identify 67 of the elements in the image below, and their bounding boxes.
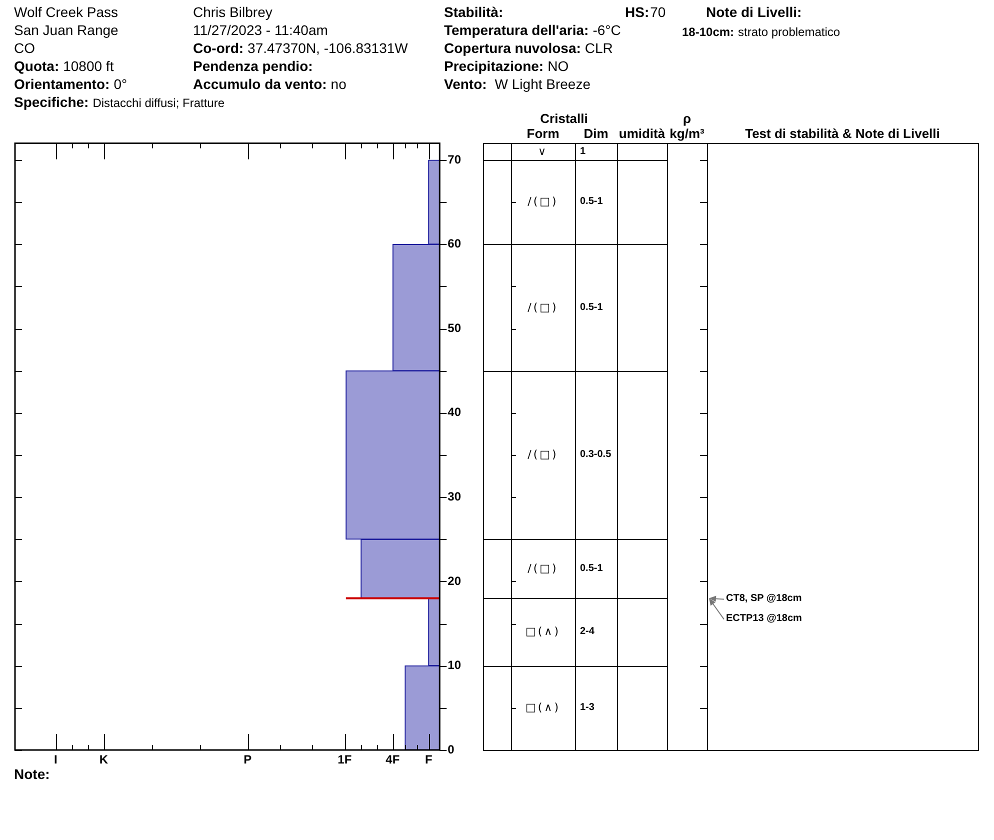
text: ρ kg/m³	[668, 111, 706, 142]
text: Quota:	[14, 58, 60, 74]
text: 4F	[386, 752, 400, 766]
text: Wolf Creek Pass	[14, 4, 118, 20]
text: Precipitazione:	[444, 58, 544, 74]
y-tick-label: 20	[448, 574, 462, 588]
text: Test di stabilità & Note di Livelli	[744, 126, 941, 142]
text: strato problematico	[738, 25, 840, 39]
y-tick-label: 0	[448, 742, 455, 756]
y-tick-label: 40	[448, 405, 462, 420]
y-tick-label: 30	[448, 489, 462, 504]
text: 18-10cm:	[682, 25, 734, 39]
text: W Light Breeze	[494, 76, 590, 92]
y-tick-label: 60	[448, 236, 462, 251]
text: -6°C	[592, 22, 621, 38]
text: ∕(□)	[526, 300, 560, 315]
text: K	[99, 752, 108, 766]
text: 0.3-0.5	[580, 448, 612, 462]
text: Note:	[14, 766, 50, 782]
text: Specifiche:	[14, 94, 89, 110]
text: Cristalli	[539, 111, 589, 126]
text: Form	[526, 126, 560, 142]
text: ∨	[536, 144, 550, 159]
text: F	[424, 752, 432, 766]
text: □(∧)	[524, 625, 562, 639]
text: Dim	[582, 126, 610, 142]
text: 0.5-1	[580, 562, 603, 576]
text: CO	[14, 40, 35, 56]
text: NO	[548, 58, 569, 74]
text: Pendenza pendio:	[193, 58, 313, 74]
text: I	[54, 752, 58, 766]
text: 10800 ft	[63, 58, 114, 74]
text: P	[244, 752, 252, 766]
text: Stabilità:	[444, 4, 504, 20]
text: Chris Bilbrey	[193, 4, 272, 20]
text: 70	[650, 4, 666, 20]
text: Accumulo da vento:	[193, 76, 327, 92]
text: 37.47370N, -106.83131W	[248, 40, 408, 56]
text: 0.5-1	[580, 300, 603, 315]
text: 0.5-1	[580, 195, 603, 210]
text: no	[330, 76, 346, 92]
y-tick-label: 70	[448, 152, 462, 166]
text: Copertura nuvolosa:	[444, 40, 581, 56]
text: 1	[580, 144, 586, 159]
text: ∕(□)	[526, 448, 560, 462]
text: 2-4	[580, 625, 594, 639]
text: CT8, SP @18cm	[726, 592, 802, 606]
text: 1F	[338, 752, 352, 766]
text: umidità	[618, 126, 666, 142]
text: ∕(□)	[526, 562, 560, 576]
y-tick-label: 50	[448, 320, 462, 335]
text: 0°	[114, 76, 128, 92]
text: Orientamento:	[14, 76, 110, 92]
text: ECTP13 @18cm	[726, 612, 802, 626]
text: Note di Livelli:	[706, 4, 802, 20]
text: Vento:	[444, 76, 487, 92]
text: ∕(□)	[526, 195, 560, 210]
text: HS:	[625, 4, 650, 20]
text: Distacchi diffusi; Fratture	[92, 96, 225, 110]
text: CLR	[584, 40, 613, 56]
text: Co-ord:	[193, 40, 244, 56]
text: Temperatura dell'aria:	[444, 22, 589, 38]
text: □(∧)	[524, 700, 562, 715]
text: 11/27/2023 - 11:40am	[193, 22, 328, 38]
text: 1-3	[580, 700, 594, 715]
text: San Juan Range	[14, 22, 118, 38]
y-tick-label: 10	[448, 658, 462, 672]
